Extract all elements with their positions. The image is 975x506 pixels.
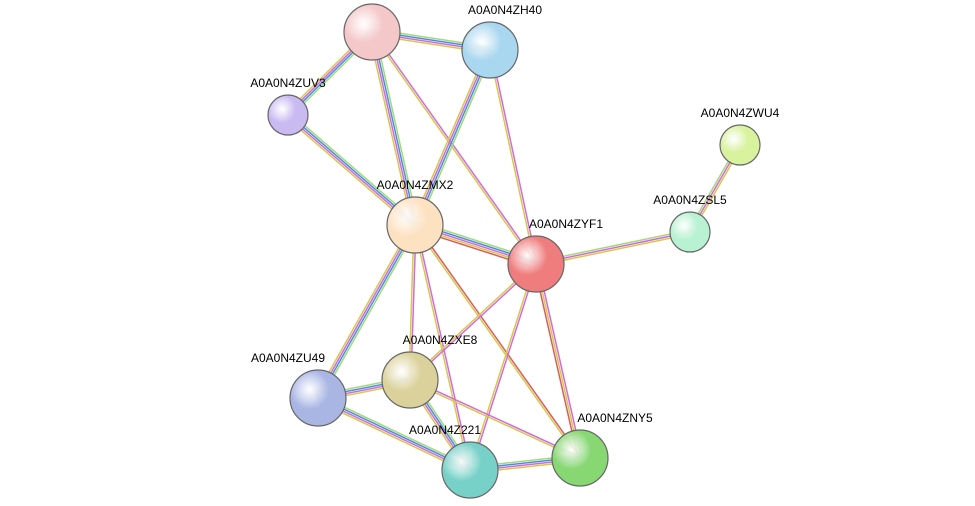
network-graph: A0A0N5A266A0A0N4ZH40A0A0N4ZUV3A0A0N4ZMX2… (0, 0, 975, 506)
node-A0A0N4ZWU4[interactable] (720, 125, 760, 165)
node-label: A0A0N4ZMX2 (377, 178, 454, 192)
edge (418, 51, 493, 226)
node-label: A0A0N4ZUV3 (250, 76, 326, 90)
node-label: A0A0N4ZWU4 (701, 106, 780, 120)
node-label: A0A0N4Z221 (409, 423, 481, 437)
node-A0A0N4ZMX2[interactable] (387, 197, 443, 253)
node-label: A0A0N4ZNY5 (577, 411, 653, 425)
node-A0A0N4Z221[interactable] (442, 442, 498, 498)
node-label: A0A0N4ZU49 (251, 351, 325, 365)
node-label: A0A0N4ZYF1 (529, 217, 603, 231)
node-A0A0N4ZSL5[interactable] (670, 212, 710, 252)
node-A0A0N5A266[interactable] (344, 4, 400, 60)
node-label: A0A0N4ZSL5 (653, 193, 727, 207)
node-A0A0N4ZXE8[interactable] (382, 352, 438, 408)
nodes-layer (268, 4, 760, 498)
edge (369, 33, 412, 226)
node-A0A0N4ZNY5[interactable] (552, 430, 608, 486)
node-A0A0N4ZU49[interactable] (290, 370, 346, 426)
edge (534, 264, 578, 458)
edge (412, 49, 487, 224)
node-label: A0A0N4ZH40 (468, 3, 542, 17)
node-A0A0N4ZUV3[interactable] (268, 95, 308, 135)
node-A0A0N4ZH40[interactable] (462, 22, 518, 78)
node-label: A0A0N4ZXE8 (403, 333, 478, 347)
node-A0A0N4ZYF1[interactable] (508, 236, 564, 292)
